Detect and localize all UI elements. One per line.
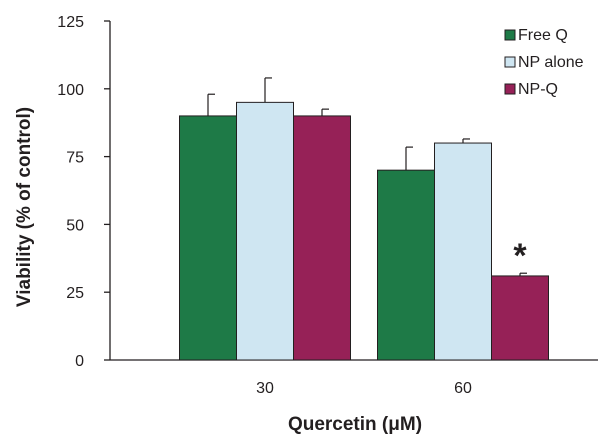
bar-np-alone-30 bbox=[236, 101, 294, 361]
legend-label: NP-Q bbox=[518, 81, 558, 98]
annotations: * bbox=[513, 237, 527, 275]
bar-np-alone-60 bbox=[434, 142, 492, 361]
y-tick-label: 75 bbox=[66, 150, 84, 167]
legend: Free Q NP alone NP-Q bbox=[504, 27, 584, 98]
legend-label: Free Q bbox=[518, 27, 568, 44]
y-tick-label: 0 bbox=[75, 353, 84, 370]
legend-swatch-np-alone bbox=[504, 56, 516, 68]
significance-star: * bbox=[513, 237, 527, 275]
legend-label: NP alone bbox=[518, 54, 584, 71]
error-bars bbox=[207, 77, 527, 276]
bars bbox=[179, 101, 549, 361]
y-tick-label: 125 bbox=[57, 14, 84, 31]
legend-swatch-free-q bbox=[504, 29, 516, 41]
tick-labels: 0 25 50 75 100 125 30 60 bbox=[57, 14, 472, 397]
y-tick-label: 50 bbox=[66, 217, 84, 234]
y-tick-label: 100 bbox=[57, 82, 84, 99]
bar-free-q-30 bbox=[179, 115, 237, 361]
legend-swatch-np-q bbox=[504, 83, 516, 95]
x-tick-label: 60 bbox=[454, 380, 472, 397]
bar-free-q-60 bbox=[377, 169, 435, 361]
y-axis-label: Viability (% of control) bbox=[14, 107, 35, 307]
bar-np-q-30 bbox=[293, 115, 351, 361]
bar-np-q-60 bbox=[491, 275, 549, 361]
y-tick-label: 25 bbox=[66, 285, 84, 302]
x-tick-label: 30 bbox=[256, 380, 274, 397]
x-axis-label: Quercetin (μM) bbox=[288, 414, 422, 435]
